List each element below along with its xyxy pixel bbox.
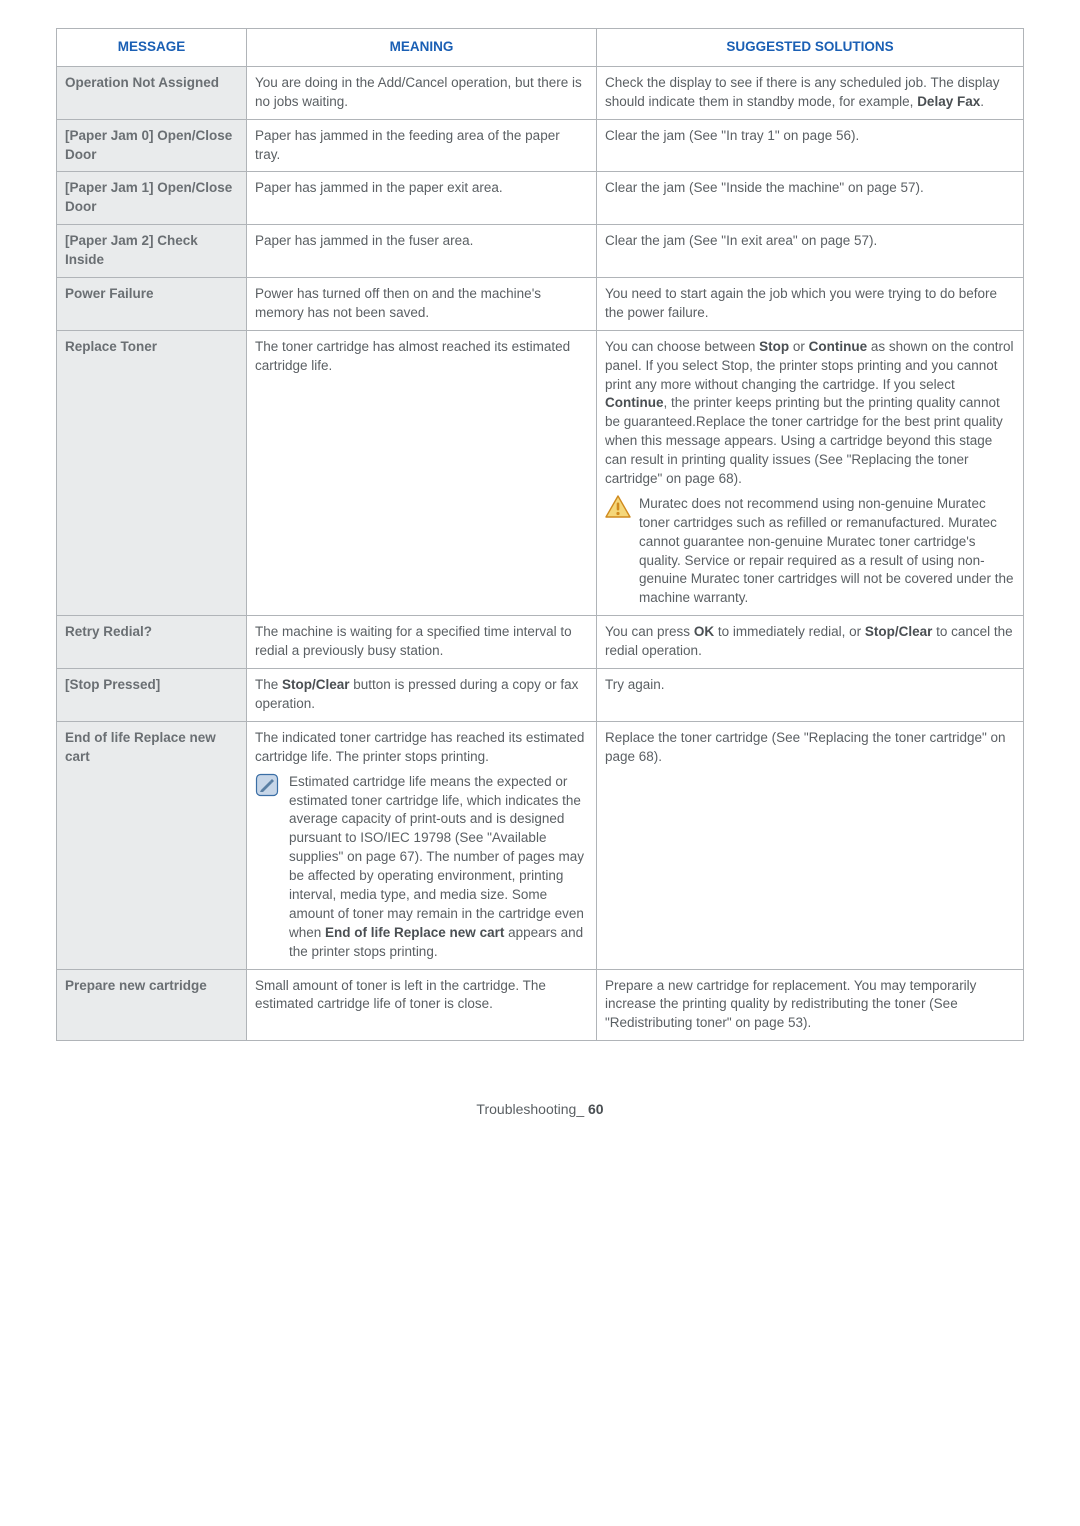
msg-label: [Paper Jam 0] Open/Close Door (57, 119, 247, 172)
footer-sep: _ (576, 1101, 588, 1117)
sol-pre: You can press (605, 624, 694, 639)
msg-label: [Paper Jam 1] Open/Close Door (57, 172, 247, 225)
col-header-solutions: SUGGESTED SOLUTIONS (597, 29, 1024, 67)
meaning-cell: The machine is waiting for a specified t… (247, 616, 597, 669)
info-pre: Estimated cartridge life means the expec… (289, 774, 584, 940)
solution-cell: Clear the jam (See "In tray 1" on page 5… (597, 119, 1024, 172)
warning-icon (605, 495, 631, 519)
sol-pre: You can choose between (605, 339, 759, 354)
meaning-b: Stop/Clear (282, 677, 350, 692)
meaning-cell: The indicated toner cartridge has reache… (247, 721, 597, 969)
meaning-cell: Paper has jammed in the fuser area. (247, 225, 597, 278)
msg-label: [Paper Jam 2] Check Inside (57, 225, 247, 278)
sol-post: , the printer keeps printing but the pri… (605, 395, 1003, 486)
meaning-cell: Power has turned off then on and the mac… (247, 278, 597, 331)
page-container: MESSAGE MEANING SUGGESTED SOLUTIONS Oper… (0, 0, 1080, 1147)
solution-cell: Replace the toner cartridge (See "Replac… (597, 721, 1024, 969)
sol-b1: Stop (759, 339, 789, 354)
sol-b2: Continue (809, 339, 868, 354)
row-power-failure: Power Failure Power has turned off then … (57, 278, 1024, 331)
info-text: Estimated cartridge life means the expec… (289, 773, 588, 962)
header-row: MESSAGE MEANING SUGGESTED SOLUTIONS (57, 29, 1024, 67)
page-footer: Troubleshooting_ 60 (56, 1101, 1024, 1117)
sol-text-post: . (980, 94, 984, 109)
info-b1: End of life Replace new cart (325, 925, 504, 940)
row-end-of-life: End of life Replace new cart The indicat… (57, 721, 1024, 969)
row-stop-pressed: [Stop Pressed] The Stop/Clear button is … (57, 669, 1024, 722)
sol-mid1: or (789, 339, 809, 354)
msg-label: Retry Redial? (57, 616, 247, 669)
msg-label: Prepare new cartridge (57, 969, 247, 1041)
meaning-cell: Paper has jammed in the paper exit area. (247, 172, 597, 225)
footer-label: Troubleshooting (476, 1101, 576, 1117)
sol-b3: Continue (605, 395, 664, 410)
solution-cell: You can choose between Stop or Continue … (597, 330, 1024, 615)
meaning-cell: The Stop/Clear button is pressed during … (247, 669, 597, 722)
meaning-text: The indicated toner cartridge has reache… (255, 730, 584, 764)
sol-b2: Stop/Clear (865, 624, 933, 639)
meaning-pre: The (255, 677, 282, 692)
footer-page: 60 (588, 1101, 604, 1117)
troubleshooting-table: MESSAGE MEANING SUGGESTED SOLUTIONS Oper… (56, 28, 1024, 1041)
solution-cell: Clear the jam (See "In exit area" on pag… (597, 225, 1024, 278)
warning-text: Muratec does not recommend using non-gen… (639, 495, 1015, 608)
msg-label: Operation Not Assigned (57, 66, 247, 119)
row-retry-redial: Retry Redial? The machine is waiting for… (57, 616, 1024, 669)
row-operation-not-assigned: Operation Not Assigned You are doing in … (57, 66, 1024, 119)
solution-cell: Try again. (597, 669, 1024, 722)
msg-label: Power Failure (57, 278, 247, 331)
solution-cell: Check the display to see if there is any… (597, 66, 1024, 119)
solution-cell: Prepare a new cartridge for replacement.… (597, 969, 1024, 1041)
sol-mid: to immediately redial, or (714, 624, 865, 639)
meaning-cell: The toner cartridge has almost reached i… (247, 330, 597, 615)
row-paper-jam-1: [Paper Jam 1] Open/Close Door Paper has … (57, 172, 1024, 225)
solution-cell: You need to start again the job which yo… (597, 278, 1024, 331)
warning-note: Muratec does not recommend using non-gen… (605, 495, 1015, 608)
msg-label: End of life Replace new cart (57, 721, 247, 969)
msg-label: [Stop Pressed] (57, 669, 247, 722)
meaning-cell: Small amount of toner is left in the car… (247, 969, 597, 1041)
meaning-cell: Paper has jammed in the feeding area of … (247, 119, 597, 172)
row-replace-toner: Replace Toner The toner cartridge has al… (57, 330, 1024, 615)
col-header-message: MESSAGE (57, 29, 247, 67)
sol-b1: OK (694, 624, 714, 639)
col-header-meaning: MEANING (247, 29, 597, 67)
row-paper-jam-2: [Paper Jam 2] Check Inside Paper has jam… (57, 225, 1024, 278)
row-paper-jam-0: [Paper Jam 0] Open/Close Door Paper has … (57, 119, 1024, 172)
msg-label: Replace Toner (57, 330, 247, 615)
solution-cell: You can press OK to immediately redial, … (597, 616, 1024, 669)
row-prepare-new-cartridge: Prepare new cartridge Small amount of to… (57, 969, 1024, 1041)
meaning-cell: You are doing in the Add/Cancel operatio… (247, 66, 597, 119)
note-icon (255, 773, 281, 797)
sol-text-bold: Delay Fax (917, 94, 980, 109)
info-note: Estimated cartridge life means the expec… (255, 773, 588, 962)
solution-cell: Clear the jam (See "Inside the machine" … (597, 172, 1024, 225)
